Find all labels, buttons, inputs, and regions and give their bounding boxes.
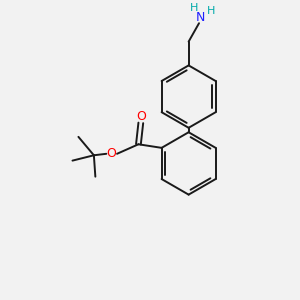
Text: O: O [106, 147, 116, 160]
Text: O: O [136, 110, 146, 124]
Text: N: N [196, 11, 205, 24]
Text: H: H [207, 6, 216, 16]
Text: H: H [190, 3, 198, 13]
